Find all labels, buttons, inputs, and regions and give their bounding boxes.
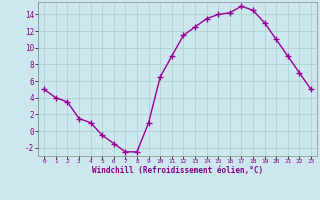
X-axis label: Windchill (Refroidissement éolien,°C): Windchill (Refroidissement éolien,°C) — [92, 166, 263, 175]
